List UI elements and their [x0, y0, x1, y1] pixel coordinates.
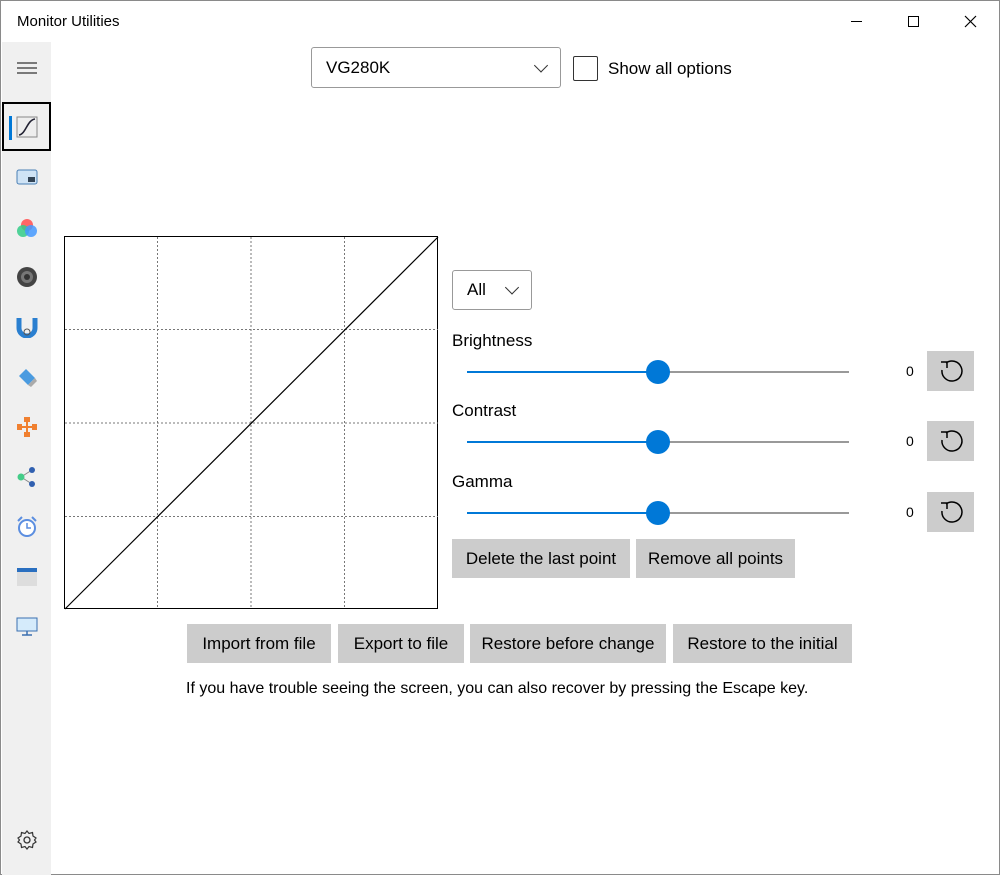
slider-thumb[interactable]	[646, 501, 670, 525]
speaker-icon[interactable]	[2, 257, 51, 297]
alarm-clock-icon[interactable]	[2, 507, 51, 547]
minimize-button[interactable]	[827, 1, 885, 41]
brightness-slider[interactable]	[467, 360, 849, 384]
reset-icon	[940, 360, 963, 382]
channel-select-value: All	[467, 280, 486, 299]
slider-label: Brightness	[452, 331, 533, 350]
maximize-button[interactable]	[884, 1, 942, 41]
magnet-icon[interactable]	[2, 307, 51, 347]
reset-gamma-button[interactable]	[927, 492, 974, 532]
export-to-file-button[interactable]: Export to file	[338, 624, 464, 663]
slider-thumb[interactable]	[646, 360, 670, 384]
monitor-select[interactable]: VG280K	[311, 47, 561, 88]
chevron-down-icon	[504, 280, 520, 295]
reset-icon	[940, 501, 963, 523]
channel-select[interactable]: All	[452, 270, 532, 310]
slider-label: Gamma	[452, 472, 513, 491]
network-icon[interactable]	[2, 407, 51, 447]
tone-curve-line	[64, 236, 439, 610]
slider-value: 0	[906, 504, 914, 520]
hamburger-menu-icon[interactable]	[2, 48, 51, 88]
show-all-options-checkbox[interactable]	[573, 56, 598, 81]
reset-icon	[940, 430, 963, 452]
window-icon[interactable]	[2, 557, 51, 597]
sidebar	[2, 42, 51, 875]
slider-label: Contrast	[452, 401, 517, 420]
remove-all-points-button[interactable]: Remove all points	[636, 539, 795, 578]
slider-thumb[interactable]	[646, 430, 670, 454]
gamma-slider[interactable]	[467, 501, 849, 525]
delete-last-point-button[interactable]: Delete the last point	[452, 539, 630, 578]
close-button[interactable]	[941, 1, 999, 41]
gear-icon[interactable]	[2, 820, 51, 860]
share-icon[interactable]	[2, 457, 51, 497]
reset-brightness-button[interactable]	[927, 351, 974, 391]
color-icon[interactable]	[2, 208, 51, 248]
eraser-icon[interactable]	[2, 357, 51, 397]
show-all-options-label[interactable]: Show all options	[608, 59, 732, 78]
tone-curve-icon[interactable]	[2, 102, 51, 151]
escape-hint: If you have trouble seeing the screen, y…	[186, 680, 809, 697]
window-title: Monitor Utilities	[17, 13, 120, 30]
slider-value: 0	[906, 433, 914, 449]
contrast-slider[interactable]	[467, 430, 849, 454]
restore-to-initial-button[interactable]: Restore to the initial	[673, 624, 852, 663]
monitor-select-value: VG280K	[326, 57, 391, 77]
import-from-file-button[interactable]: Import from file	[187, 624, 331, 663]
tone-curve-graph[interactable]	[64, 236, 439, 610]
chevron-down-icon	[533, 57, 549, 73]
reset-contrast-button[interactable]	[927, 421, 974, 461]
monitor-icon[interactable]	[2, 607, 51, 647]
restore-before-change-button[interactable]: Restore before change	[470, 624, 666, 663]
slider-value: 0	[906, 363, 914, 379]
picture-in-picture-icon[interactable]	[2, 157, 51, 197]
